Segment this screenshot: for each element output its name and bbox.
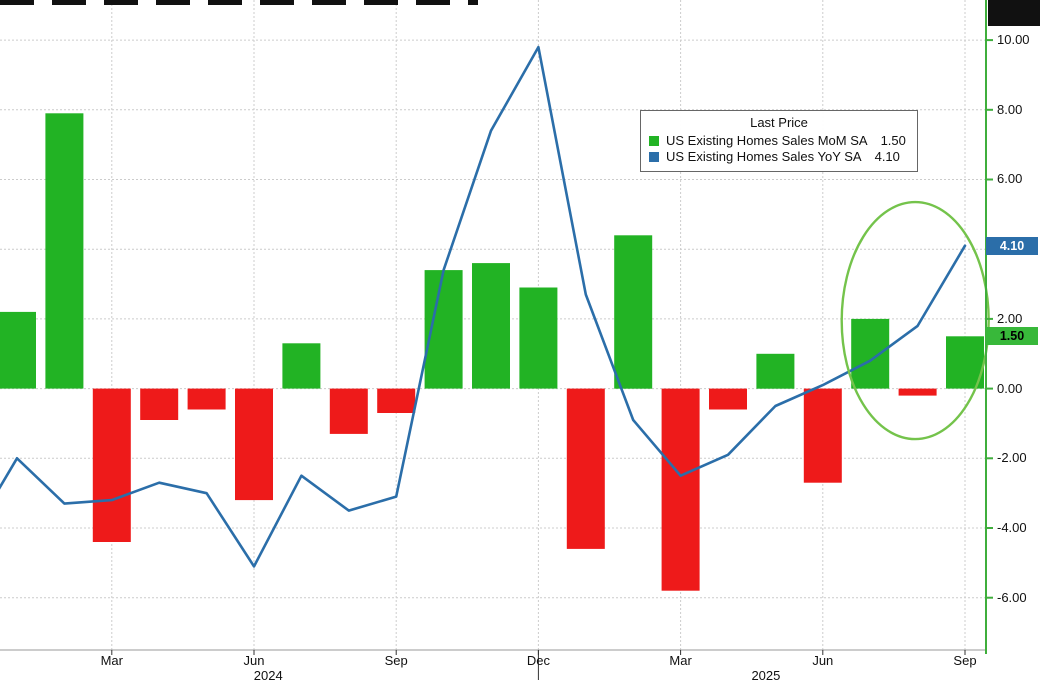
legend-value-yoy: 4.10 — [874, 149, 900, 164]
legend-item-mom: US Existing Homes Sales MoM SA 1.50 — [649, 133, 909, 149]
legend: Last Price US Existing Homes Sales MoM S… — [640, 110, 918, 172]
legend-value-mom: 1.50 — [880, 133, 906, 148]
cropped-toolbar-artifact — [0, 0, 478, 5]
yoy-series-swatch-icon — [649, 152, 659, 162]
legend-label-yoy: US Existing Homes Sales YoY SA — [666, 149, 862, 164]
legend-item-yoy: US Existing Homes Sales YoY SA 4.10 — [649, 149, 909, 165]
mom-series-swatch-icon — [649, 136, 659, 146]
cropped-corner-artifact — [988, 0, 1040, 26]
legend-title: Last Price — [750, 115, 808, 130]
legend-label-mom: US Existing Homes Sales MoM SA — [666, 133, 868, 148]
